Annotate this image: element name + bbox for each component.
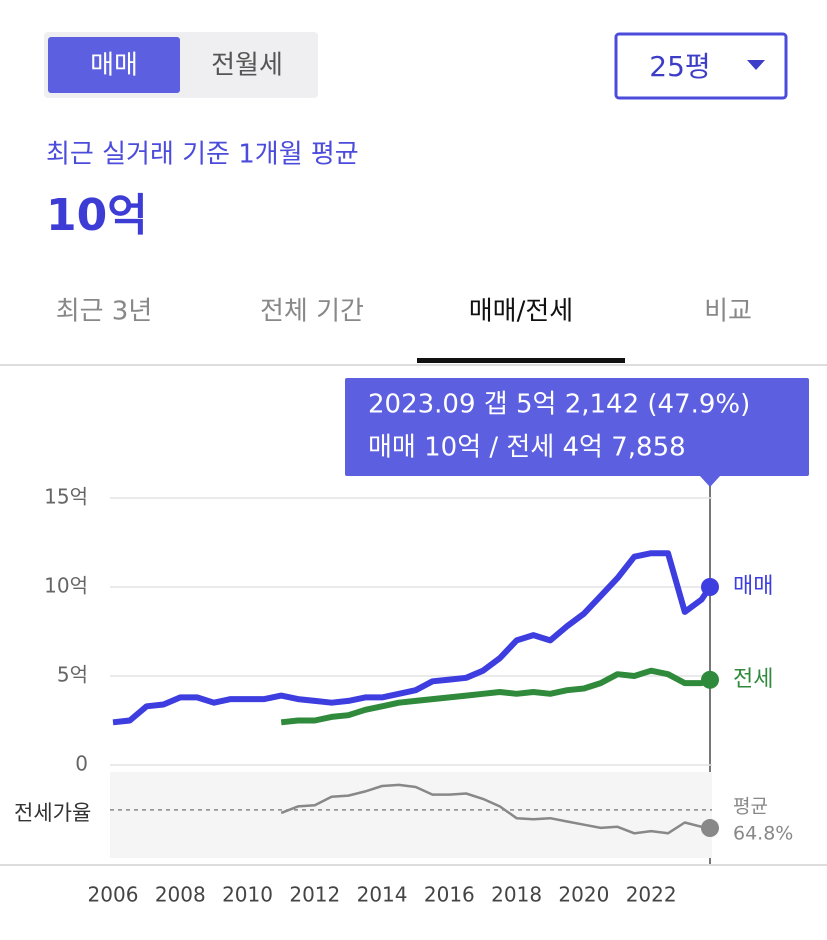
summary-label: 최근 실거래 기준 1개월 평균 bbox=[46, 140, 359, 170]
legend-label: 매매 bbox=[733, 574, 773, 599]
x-tick-label: 2020 bbox=[558, 883, 609, 907]
series-line bbox=[280, 667, 712, 726]
tab[interactable]: 전체 기간 bbox=[260, 297, 364, 327]
tab-underline bbox=[417, 358, 625, 363]
x-tick-label: 2016 bbox=[424, 883, 475, 907]
ratio-band bbox=[110, 772, 712, 858]
x-tick-label: 2014 bbox=[357, 883, 408, 907]
toggle-option[interactable]: 전월세 bbox=[211, 51, 283, 81]
x-tick-label: 2018 bbox=[491, 883, 542, 907]
x-tick-label: 2006 bbox=[88, 883, 139, 907]
plot: 0 5억 10억 15억 2006 2008 2010 2012 2014 2016 2018 202… bbox=[0, 480, 827, 907]
average-value: 64.8% bbox=[733, 823, 793, 845]
x-tick-label: 2010 bbox=[222, 883, 273, 907]
tooltip bbox=[345, 378, 809, 476]
x-tick-label: 2008 bbox=[155, 883, 206, 907]
end-point bbox=[701, 670, 719, 689]
size-select-label[interactable]: 25평 bbox=[649, 50, 710, 83]
toggle-option[interactable]: 매매 bbox=[90, 51, 138, 81]
tab-selected[interactable]: 매매/전세 bbox=[469, 297, 573, 327]
tooltip-text: 2023.09 갭 5억 2,142 (47.9%) bbox=[368, 390, 750, 420]
ratio-label: 전세가율 bbox=[14, 801, 91, 825]
series-line bbox=[280, 783, 711, 835]
end-point bbox=[701, 578, 719, 596]
tab[interactable]: 비교 bbox=[704, 297, 752, 327]
legend-label: 전세 bbox=[733, 667, 773, 692]
toggle-selected[interactable] bbox=[48, 37, 180, 93]
y-tick-label: 15억 bbox=[44, 485, 88, 509]
tooltip-pointer bbox=[700, 476, 720, 487]
average-label: 평균 bbox=[733, 796, 768, 818]
x-tick-label: 2012 bbox=[289, 883, 340, 907]
x-tick-label: 2022 bbox=[626, 883, 677, 907]
size-select[interactable] bbox=[614, 32, 788, 100]
dropdown-arrow bbox=[747, 60, 765, 70]
y-tick-label: 10억 bbox=[44, 574, 88, 598]
summary-value: 10억 bbox=[46, 190, 148, 241]
y-tick-label: 5억 bbox=[57, 663, 88, 687]
tooltip-text: 매매 10억 / 전세 4억 7,858 bbox=[368, 433, 686, 463]
series-line bbox=[112, 550, 713, 726]
end-point bbox=[701, 819, 719, 838]
y-tick-label: 0 bbox=[75, 752, 88, 776]
tab[interactable]: 최근 3년 bbox=[56, 297, 153, 327]
